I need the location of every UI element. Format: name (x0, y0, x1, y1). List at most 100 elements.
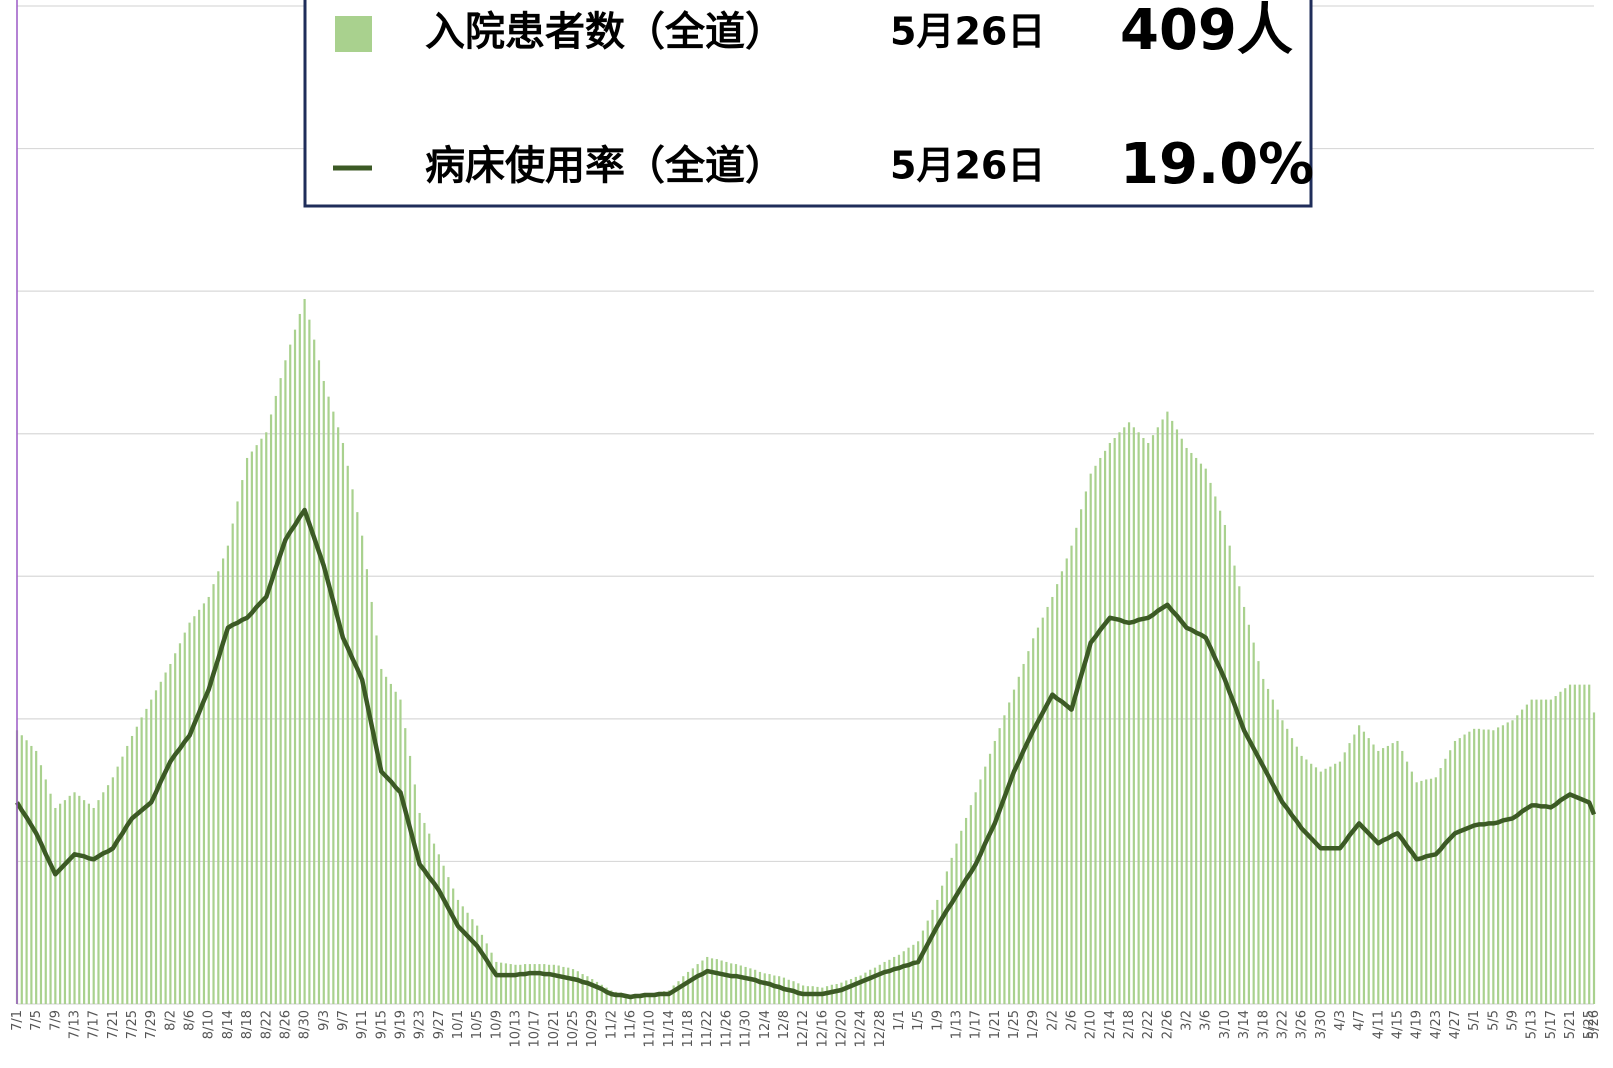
bar (869, 969, 872, 1004)
bar (1003, 715, 1006, 1004)
bar (543, 964, 546, 1004)
bar (231, 523, 234, 1004)
bar (538, 964, 541, 1004)
bar (1041, 617, 1044, 1004)
bar (1405, 761, 1409, 1004)
bar (212, 584, 215, 1004)
bar (1103, 450, 1107, 1004)
bar (1286, 728, 1289, 1004)
bar (1271, 699, 1274, 1004)
bar (466, 912, 469, 1004)
bar (1056, 584, 1059, 1004)
bar (408, 755, 412, 1004)
bar (1204, 468, 1207, 1004)
bar (1377, 750, 1380, 1004)
x-tick-label: 7/5 (29, 1010, 44, 1031)
bar (897, 954, 901, 1004)
bar (404, 728, 407, 1004)
bar (1219, 510, 1222, 1004)
x-tick-label: 10/13 (509, 1010, 524, 1047)
bar (298, 313, 301, 1004)
bar (236, 501, 239, 1004)
x-tick-label: 3/18 (1256, 1010, 1271, 1039)
bar (73, 792, 76, 1004)
bar (1185, 447, 1188, 1004)
bar (701, 960, 704, 1004)
bar (1439, 768, 1442, 1004)
bar (423, 822, 426, 1004)
bar (260, 438, 263, 1004)
x-tick-label: 5/5 (1486, 1010, 1501, 1031)
x-tick-label: 11/2 (604, 1010, 619, 1039)
bar (1276, 709, 1279, 1004)
x-tick-label: 2/14 (1103, 1010, 1118, 1039)
bar (1223, 524, 1227, 1004)
bar (888, 959, 891, 1004)
bar (1568, 684, 1572, 1004)
x-tick-label: 12/16 (815, 1010, 830, 1047)
bar (1008, 702, 1011, 1004)
bar (715, 959, 718, 1004)
bar (456, 899, 460, 1004)
bar (941, 885, 944, 1004)
bar (1046, 606, 1049, 1004)
bar (303, 298, 306, 1005)
bar (1353, 734, 1356, 1004)
bar (1583, 684, 1586, 1004)
bar (662, 991, 666, 1004)
bar (322, 380, 325, 1004)
bar (356, 512, 359, 1004)
bar (428, 833, 431, 1004)
x-tick-label: 12/12 (796, 1010, 811, 1047)
bar (1511, 720, 1514, 1004)
bar (677, 981, 680, 1004)
x-tick-label: 1/17 (969, 1010, 984, 1039)
x-tick-label: 9/19 (393, 1010, 408, 1039)
bar (514, 964, 517, 1004)
x-tick-label: 3/22 (1275, 1010, 1290, 1039)
bar (969, 805, 972, 1004)
x-tick-label: 2/6 (1065, 1010, 1080, 1031)
bar (1458, 738, 1461, 1004)
bar (83, 800, 86, 1004)
bar (1209, 482, 1212, 1004)
bar (346, 465, 349, 1004)
x-tick-label: 9/7 (336, 1010, 351, 1031)
bar (945, 871, 949, 1004)
bar (269, 414, 273, 1004)
bar (936, 899, 939, 1004)
bar (1017, 676, 1020, 1004)
bar (150, 699, 153, 1004)
bar (672, 985, 675, 1004)
bar (1281, 720, 1284, 1004)
x-tick-label: 4/19 (1410, 1010, 1425, 1039)
bar (605, 987, 608, 1004)
bar (78, 795, 81, 1004)
bar (964, 817, 968, 1004)
bar (1012, 689, 1016, 1004)
bar (394, 691, 397, 1004)
bar (1262, 678, 1265, 1004)
x-tick-label: 10/1 (451, 1010, 466, 1039)
bar (1367, 738, 1370, 1004)
bar (610, 990, 613, 1004)
bar (1118, 432, 1121, 1004)
x-tick-label: 12/24 (854, 1010, 869, 1047)
bar (1147, 442, 1150, 1004)
x-tick-label: 11/26 (719, 1010, 734, 1047)
bar (250, 451, 253, 1004)
bar (744, 966, 747, 1004)
bar (725, 961, 728, 1004)
bar (485, 943, 488, 1004)
bar (615, 991, 618, 1004)
bar (1501, 725, 1505, 1004)
bar (773, 975, 776, 1004)
bar (1573, 684, 1576, 1004)
line (15, 507, 1597, 1000)
x-tick-label: 4/7 (1352, 1010, 1367, 1031)
bar (1084, 491, 1088, 1005)
bar (998, 728, 1001, 1004)
bar (145, 708, 148, 1004)
x-tick-label: 3/14 (1237, 1010, 1252, 1039)
legend-value: 19.0% (1120, 132, 1314, 197)
